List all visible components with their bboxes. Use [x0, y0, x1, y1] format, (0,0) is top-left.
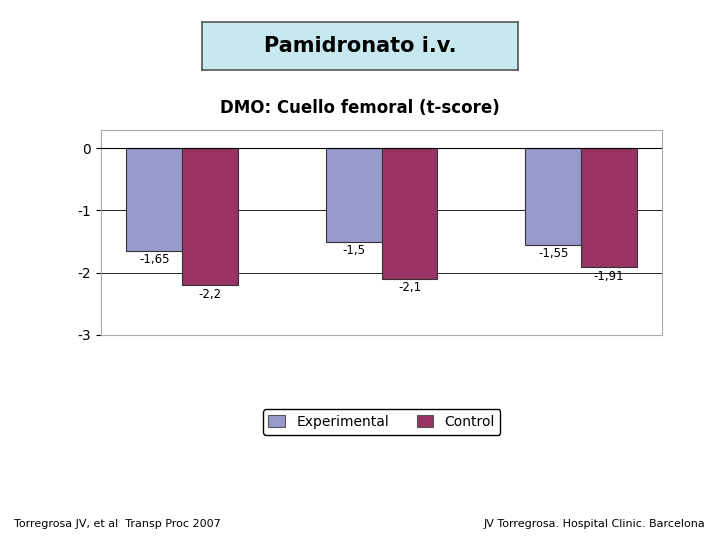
- Text: -1,5: -1,5: [342, 244, 365, 257]
- Text: Torregrosa JV, et al  Transp Proc 2007: Torregrosa JV, et al Transp Proc 2007: [14, 519, 221, 529]
- Bar: [382, 148, 438, 279]
- Text: -2,1: -2,1: [398, 281, 421, 294]
- Bar: [325, 148, 382, 241]
- Text: DMO: Cuello femoral (t-score): DMO: Cuello femoral (t-score): [220, 99, 500, 117]
- Text: -1,55: -1,55: [538, 247, 568, 260]
- Text: -2,2: -2,2: [199, 287, 222, 301]
- Text: Pamidronato i.v.: Pamidronato i.v.: [264, 36, 456, 56]
- Bar: [525, 148, 581, 245]
- Bar: [126, 148, 182, 251]
- Legend: Experimental, Control: Experimental, Control: [263, 409, 500, 435]
- Bar: [581, 148, 637, 267]
- Text: -1,65: -1,65: [139, 253, 169, 266]
- Text: -1,91: -1,91: [593, 269, 624, 282]
- Text: JV Torregrosa. Hospital Clinic. Barcelona: JV Torregrosa. Hospital Clinic. Barcelon…: [484, 519, 706, 529]
- Bar: [182, 148, 238, 285]
